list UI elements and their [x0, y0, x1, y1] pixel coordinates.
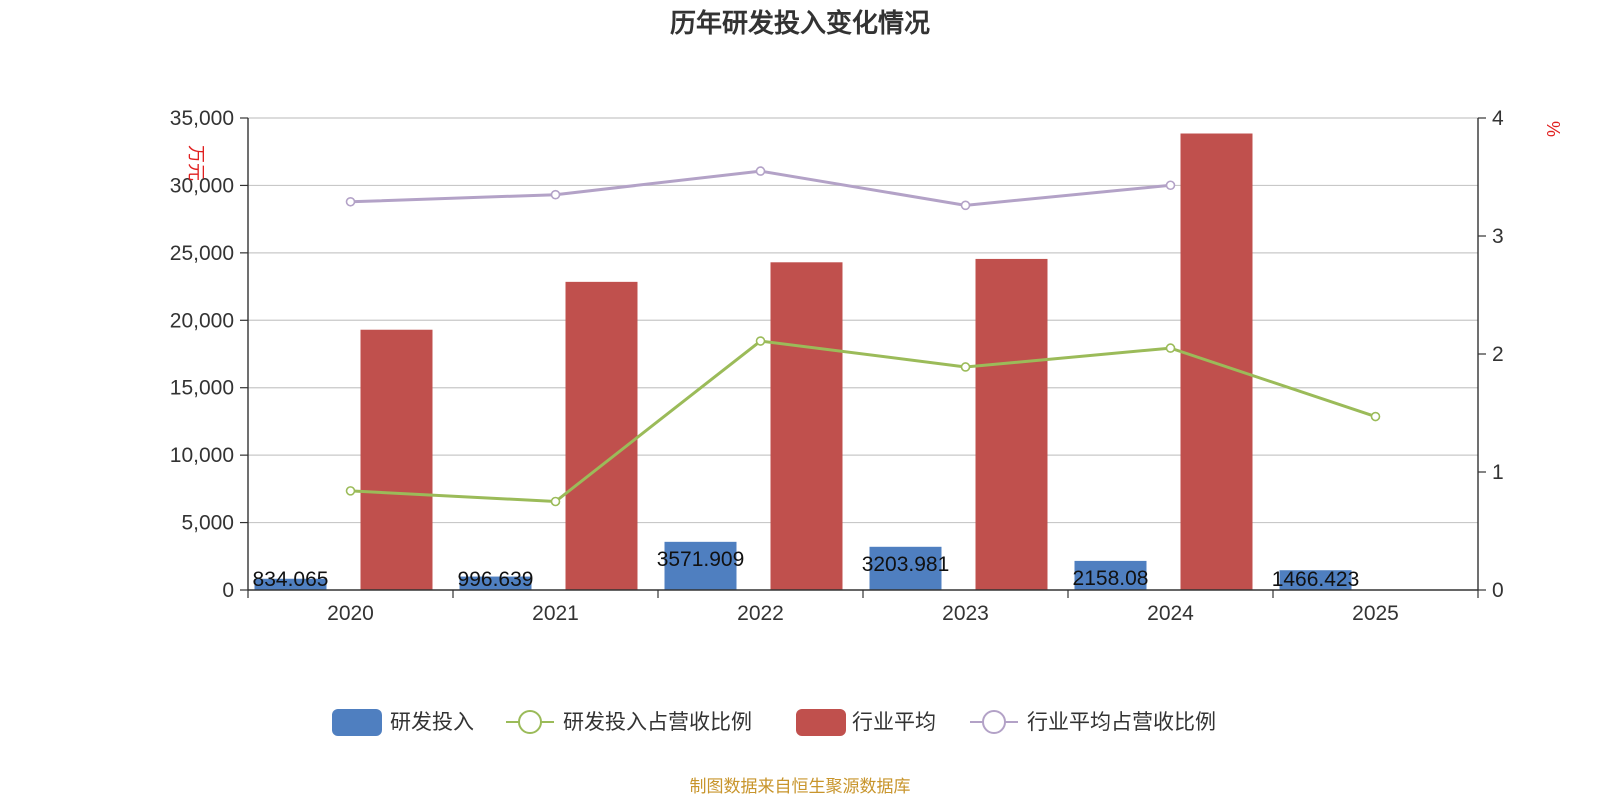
right-axis-tick-label: 0	[1492, 579, 1504, 602]
legend-bar-swatch	[796, 709, 846, 736]
x-axis-tick-label: 2020	[327, 602, 374, 625]
line-point-marker	[755, 336, 766, 346]
left-axis-tick-label: 30,000	[170, 174, 234, 197]
industry-average-bar	[1180, 133, 1253, 590]
industry-average-bar	[975, 258, 1048, 590]
line-point-marker	[1165, 343, 1176, 353]
line-point-marker	[960, 200, 971, 211]
left-axis-tick-label: 15,000	[170, 377, 234, 400]
line-point-marker	[755, 166, 766, 176]
x-axis-tick-label: 2023	[942, 602, 989, 625]
left-axis-tick-label: 0	[222, 579, 234, 602]
industry-ratio-line	[350, 169, 1171, 207]
legend-label: 研发投入	[390, 711, 474, 734]
legend-label: 研发投入占营收比例	[563, 711, 752, 734]
left-axis-tick-label: 5,000	[181, 512, 234, 535]
right-axis-tick-label: 3	[1492, 225, 1504, 248]
x-axis-tick-label: 2021	[532, 602, 579, 625]
legend-bar-swatch	[332, 709, 382, 736]
left-axis-tick-label: 10,000	[170, 444, 234, 467]
bar-data-label: 1466.423	[1272, 568, 1360, 591]
line-point-marker	[960, 362, 971, 372]
legend: 研发投入 研发投入占营收比例 行业平均 行业平均占营收比例	[332, 709, 1216, 736]
lines-layer	[345, 166, 1381, 507]
right-axis-unit: %	[1543, 121, 1563, 137]
bar-data-label: 834.065	[253, 568, 329, 591]
source-note: 制图数据来自恒生聚源数据库	[690, 777, 911, 796]
line-point-marker	[1370, 411, 1381, 422]
line-point-marker	[550, 189, 561, 200]
industry-average-bar	[770, 262, 843, 590]
line-point-marker	[550, 496, 561, 507]
x-axis-tick-label: 2025	[1352, 602, 1399, 625]
bar-data-label: 3571.909	[657, 548, 745, 571]
industry-average-bar	[360, 329, 433, 590]
industry-average-bar	[565, 281, 638, 590]
axes-layer: 0 5,000 10,000 15,000 20,000 25,000 30,000 35,0…	[170, 107, 1504, 625]
line-point-marker	[345, 196, 356, 207]
right-axis-tick-label: 2	[1492, 343, 1504, 366]
rd-ratio-line	[350, 339, 1376, 504]
left-axis-tick-label: 20,000	[170, 309, 234, 332]
line-point-marker	[345, 486, 356, 496]
data-labels-layer: 834.065 996.639 3571.909 3203.981 2158.08 146…	[253, 548, 1360, 591]
left-axis-tick-label: 35,000	[170, 107, 234, 130]
chart-title: 历年研发投入变化情况	[670, 8, 930, 38]
legend-line-marker	[982, 710, 1006, 734]
legend-line-marker	[518, 710, 542, 734]
left-axis-tick-label: 25,000	[170, 242, 234, 265]
right-axis-tick-label: 4	[1492, 107, 1504, 130]
bar-data-label: 2158.08	[1073, 567, 1149, 590]
legend-label: 行业平均	[852, 711, 936, 734]
rd-investment-bar	[1074, 560, 1147, 590]
rd-investment-bar	[664, 541, 737, 590]
x-axis-tick-label: 2024	[1147, 602, 1194, 625]
rd-investment-bar	[459, 576, 532, 590]
grid-lines	[248, 117, 1478, 524]
line-point-marker	[1165, 180, 1176, 191]
rd-investment-bar	[254, 578, 327, 590]
rd-investment-bar	[1279, 570, 1352, 590]
bar-data-label: 3203.981	[862, 553, 950, 576]
bars-layer	[254, 133, 1352, 590]
left-axis-unit: 万元	[186, 145, 206, 181]
legend-label: 行业平均占营收比例	[1027, 711, 1216, 734]
bar-data-label: 996.639	[458, 568, 534, 591]
rd-investment-bar	[869, 546, 942, 590]
x-axis-tick-label: 2022	[737, 602, 784, 625]
right-axis-tick-label: 1	[1492, 461, 1504, 484]
